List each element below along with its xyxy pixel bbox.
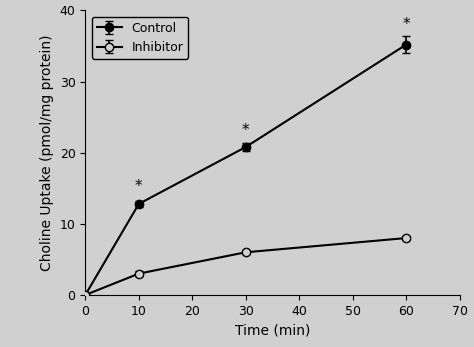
Y-axis label: Choline Uptake (pmol/mg protein): Choline Uptake (pmol/mg protein): [40, 34, 54, 271]
Text: *: *: [402, 17, 410, 32]
Legend: Control, Inhibitor: Control, Inhibitor: [91, 17, 189, 59]
Text: *: *: [135, 179, 143, 194]
X-axis label: Time (min): Time (min): [235, 323, 310, 337]
Text: *: *: [242, 124, 250, 138]
